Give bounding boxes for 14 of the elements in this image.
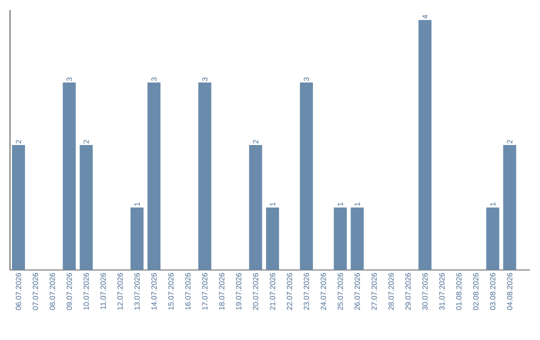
bar [300, 82, 313, 270]
bar [80, 145, 93, 270]
bar [418, 20, 432, 270]
bar [147, 82, 160, 270]
bar [350, 208, 364, 270]
bar [334, 208, 347, 270]
bar [198, 82, 212, 270]
bar [130, 208, 144, 270]
bar [249, 145, 262, 270]
bar [12, 145, 25, 270]
bar [486, 208, 500, 270]
bar [266, 208, 280, 270]
bar [62, 82, 76, 270]
bar [503, 145, 516, 270]
